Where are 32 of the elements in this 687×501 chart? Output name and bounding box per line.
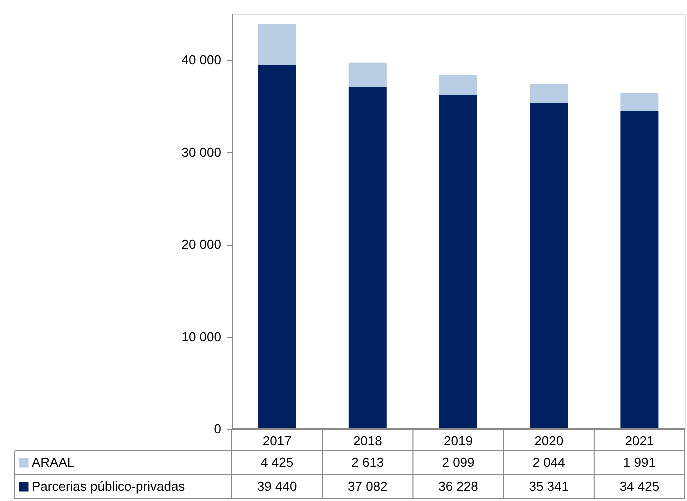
data-label: 2 099 (442, 455, 475, 470)
data-label: 35 341 (529, 479, 569, 494)
data-label: 37 082 (348, 479, 388, 494)
bar (530, 84, 568, 104)
data-label: 1 991 (623, 455, 656, 470)
data-label: 2 613 (352, 455, 384, 470)
bar (440, 94, 478, 429)
x-tick-label: 2018 (353, 434, 382, 448)
bar (530, 103, 568, 429)
data-label: 2 044 (532, 455, 566, 470)
data-label: 4 425 (261, 455, 294, 470)
bar (440, 76, 478, 95)
bar (258, 24, 296, 66)
bar (348, 62, 387, 88)
y-tick-label: 40 000 (182, 52, 222, 68)
bar (348, 87, 387, 429)
x-tick-label: 2021 (625, 434, 654, 448)
y-tick-label: 30 000 (182, 144, 222, 160)
x-tick-label: 2020 (534, 434, 564, 448)
y-tick-label: 0 (214, 422, 222, 436)
y-tick-label: 10 000 (182, 329, 222, 344)
bar (258, 65, 296, 429)
x-tick-label: 2017 (262, 434, 292, 448)
y-tick-label: 20 000 (182, 237, 222, 252)
data-label: 36 228 (438, 479, 478, 494)
data-label: 34 425 (620, 479, 660, 494)
data-label: 39 440 (257, 479, 298, 494)
bar (620, 93, 659, 112)
x-tick-label: 2019 (444, 434, 473, 448)
legend-label: Parcerias público-privadas (32, 479, 186, 494)
bar (620, 112, 659, 429)
legend-label: ARAAL (32, 455, 75, 470)
